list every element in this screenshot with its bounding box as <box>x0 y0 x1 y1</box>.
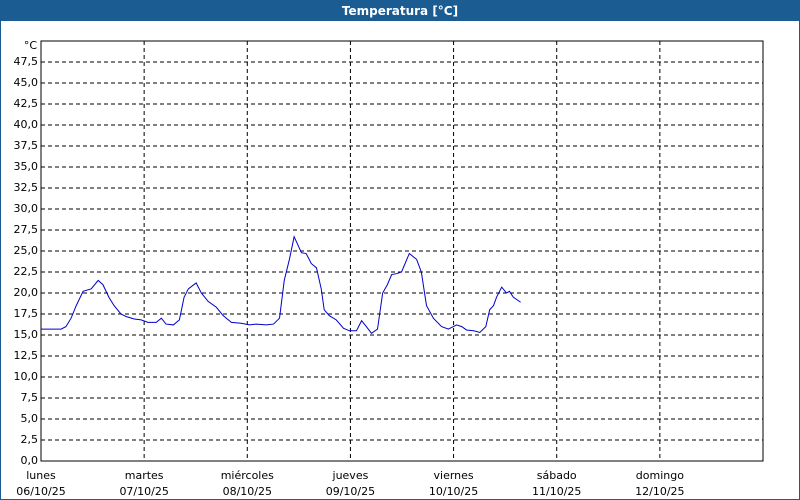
line-series <box>41 235 521 335</box>
x-tick-day: lunes <box>26 469 56 482</box>
y-tick-label: 30,0 <box>14 202 39 215</box>
y-tick-label: 32,5 <box>14 181 39 194</box>
x-tick-label: 08/10/25 <box>223 485 272 498</box>
y-tick-label: 15,0 <box>14 328 39 341</box>
y-tick-label: 47,5 <box>14 55 39 68</box>
title-bar: Temperatura [°C] <box>1 1 799 21</box>
x-tick-label: 10/10/25 <box>429 485 478 498</box>
x-tick-label: 11/10/25 <box>532 485 581 498</box>
y-tick-label: 27,5 <box>14 223 39 236</box>
y-tick-label: 37,5 <box>14 139 39 152</box>
chart: °C 0,0 2,5 5,0 7,5 10,0 12,5 15,0 17,5 20,0 22,5 25… <box>14 39 764 498</box>
y-tick-label: 35,0 <box>14 160 39 173</box>
y-tick-label: 25,0 <box>14 244 39 257</box>
y-tick-label: 22,5 <box>14 265 39 278</box>
y-tick-label: 5,0 <box>21 412 39 425</box>
y-tick-label: 42,5 <box>14 97 39 110</box>
x-tick-day: jueves <box>332 469 369 482</box>
x-tick-label: 06/10/25 <box>16 485 65 498</box>
x-tick-label: 12/10/25 <box>635 485 684 498</box>
y-tick-label: 12,5 <box>14 349 39 362</box>
x-tick-day: domingo <box>636 469 684 482</box>
x-tick-day: martes <box>125 469 164 482</box>
y-tick-label: 20,0 <box>14 286 39 299</box>
y-tick-label: 45,0 <box>14 76 39 89</box>
y-tick-label: 0,0 <box>21 454 39 467</box>
y-tick-label: 2,5 <box>21 433 39 446</box>
x-tick-label: 09/10/25 <box>326 485 375 498</box>
y-tick-label: 7,5 <box>21 391 39 404</box>
x-tick-label: 07/10/25 <box>119 485 168 498</box>
plot-frame <box>40 40 764 462</box>
x-tick-day: sábado <box>537 469 577 482</box>
y-tick-label: 17,5 <box>14 307 39 320</box>
y-tick-label: 10,0 <box>14 370 39 383</box>
x-tick-day: viernes <box>434 469 474 482</box>
y-tick-label: 40,0 <box>14 118 39 131</box>
x-tick-day: miércoles <box>221 469 274 482</box>
y-axis-label: °C <box>24 39 38 52</box>
